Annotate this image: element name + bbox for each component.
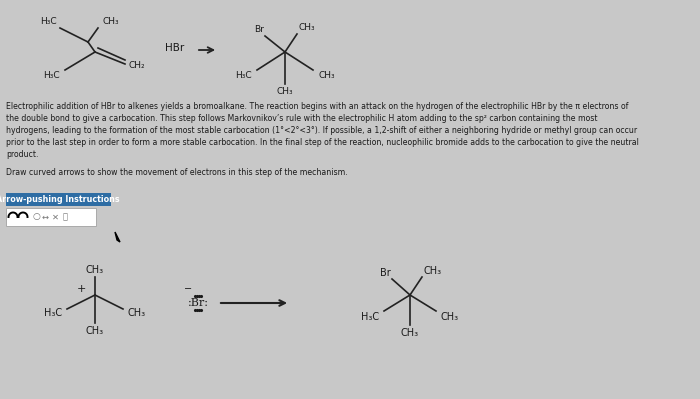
Text: prior to the last step in order to form a more stable carbocation. In the final : prior to the last step in order to form …	[6, 138, 639, 147]
Text: CH₃: CH₃	[276, 87, 293, 97]
Text: CH₃: CH₃	[424, 266, 442, 276]
Text: H₃C: H₃C	[40, 18, 56, 26]
Text: CH₃: CH₃	[103, 18, 119, 26]
Text: ○: ○	[32, 213, 40, 221]
Text: H₃C: H₃C	[234, 71, 251, 81]
Text: the double bond to give a carbocation. This step follows Markovnikov’s rule with: the double bond to give a carbocation. T…	[6, 114, 598, 123]
Text: Electrophilic addition of HBr to alkenes yields a bromoalkane. The reaction begi: Electrophilic addition of HBr to alkenes…	[6, 102, 629, 111]
Polygon shape	[115, 232, 120, 242]
Text: CH₃: CH₃	[441, 312, 459, 322]
Text: H₃C: H₃C	[44, 308, 62, 318]
Text: Br: Br	[254, 26, 264, 34]
Text: CH₃: CH₃	[299, 24, 315, 32]
Text: H₃C: H₃C	[43, 71, 60, 81]
FancyBboxPatch shape	[6, 193, 111, 206]
Text: product.: product.	[6, 150, 38, 159]
Text: +: +	[76, 284, 85, 294]
Text: CH₂: CH₂	[129, 61, 146, 71]
Text: ↔: ↔	[41, 213, 48, 221]
Text: CH₃: CH₃	[128, 308, 146, 318]
Text: CH₃: CH₃	[86, 326, 104, 336]
Text: ⬜: ⬜	[62, 213, 67, 221]
Text: Draw curved arrows to show the movement of electrons in this step of the mechani: Draw curved arrows to show the movement …	[6, 168, 348, 177]
Text: −: −	[184, 284, 192, 294]
Text: HBr: HBr	[165, 43, 185, 53]
Text: Arrow-pushing Instructions: Arrow-pushing Instructions	[0, 195, 120, 204]
Text: hydrogens, leading to the formation of the most stable carbocation (1°<2°<3°). I: hydrogens, leading to the formation of t…	[6, 126, 637, 135]
Text: CH₃: CH₃	[401, 328, 419, 338]
Text: Br: Br	[379, 268, 391, 278]
Text: H₃C: H₃C	[361, 312, 379, 322]
FancyBboxPatch shape	[6, 208, 96, 226]
Text: CH₃: CH₃	[318, 71, 335, 81]
Text: :Br:: :Br:	[188, 298, 209, 308]
Text: CH₃: CH₃	[86, 265, 104, 275]
Text: ✕: ✕	[52, 213, 59, 221]
